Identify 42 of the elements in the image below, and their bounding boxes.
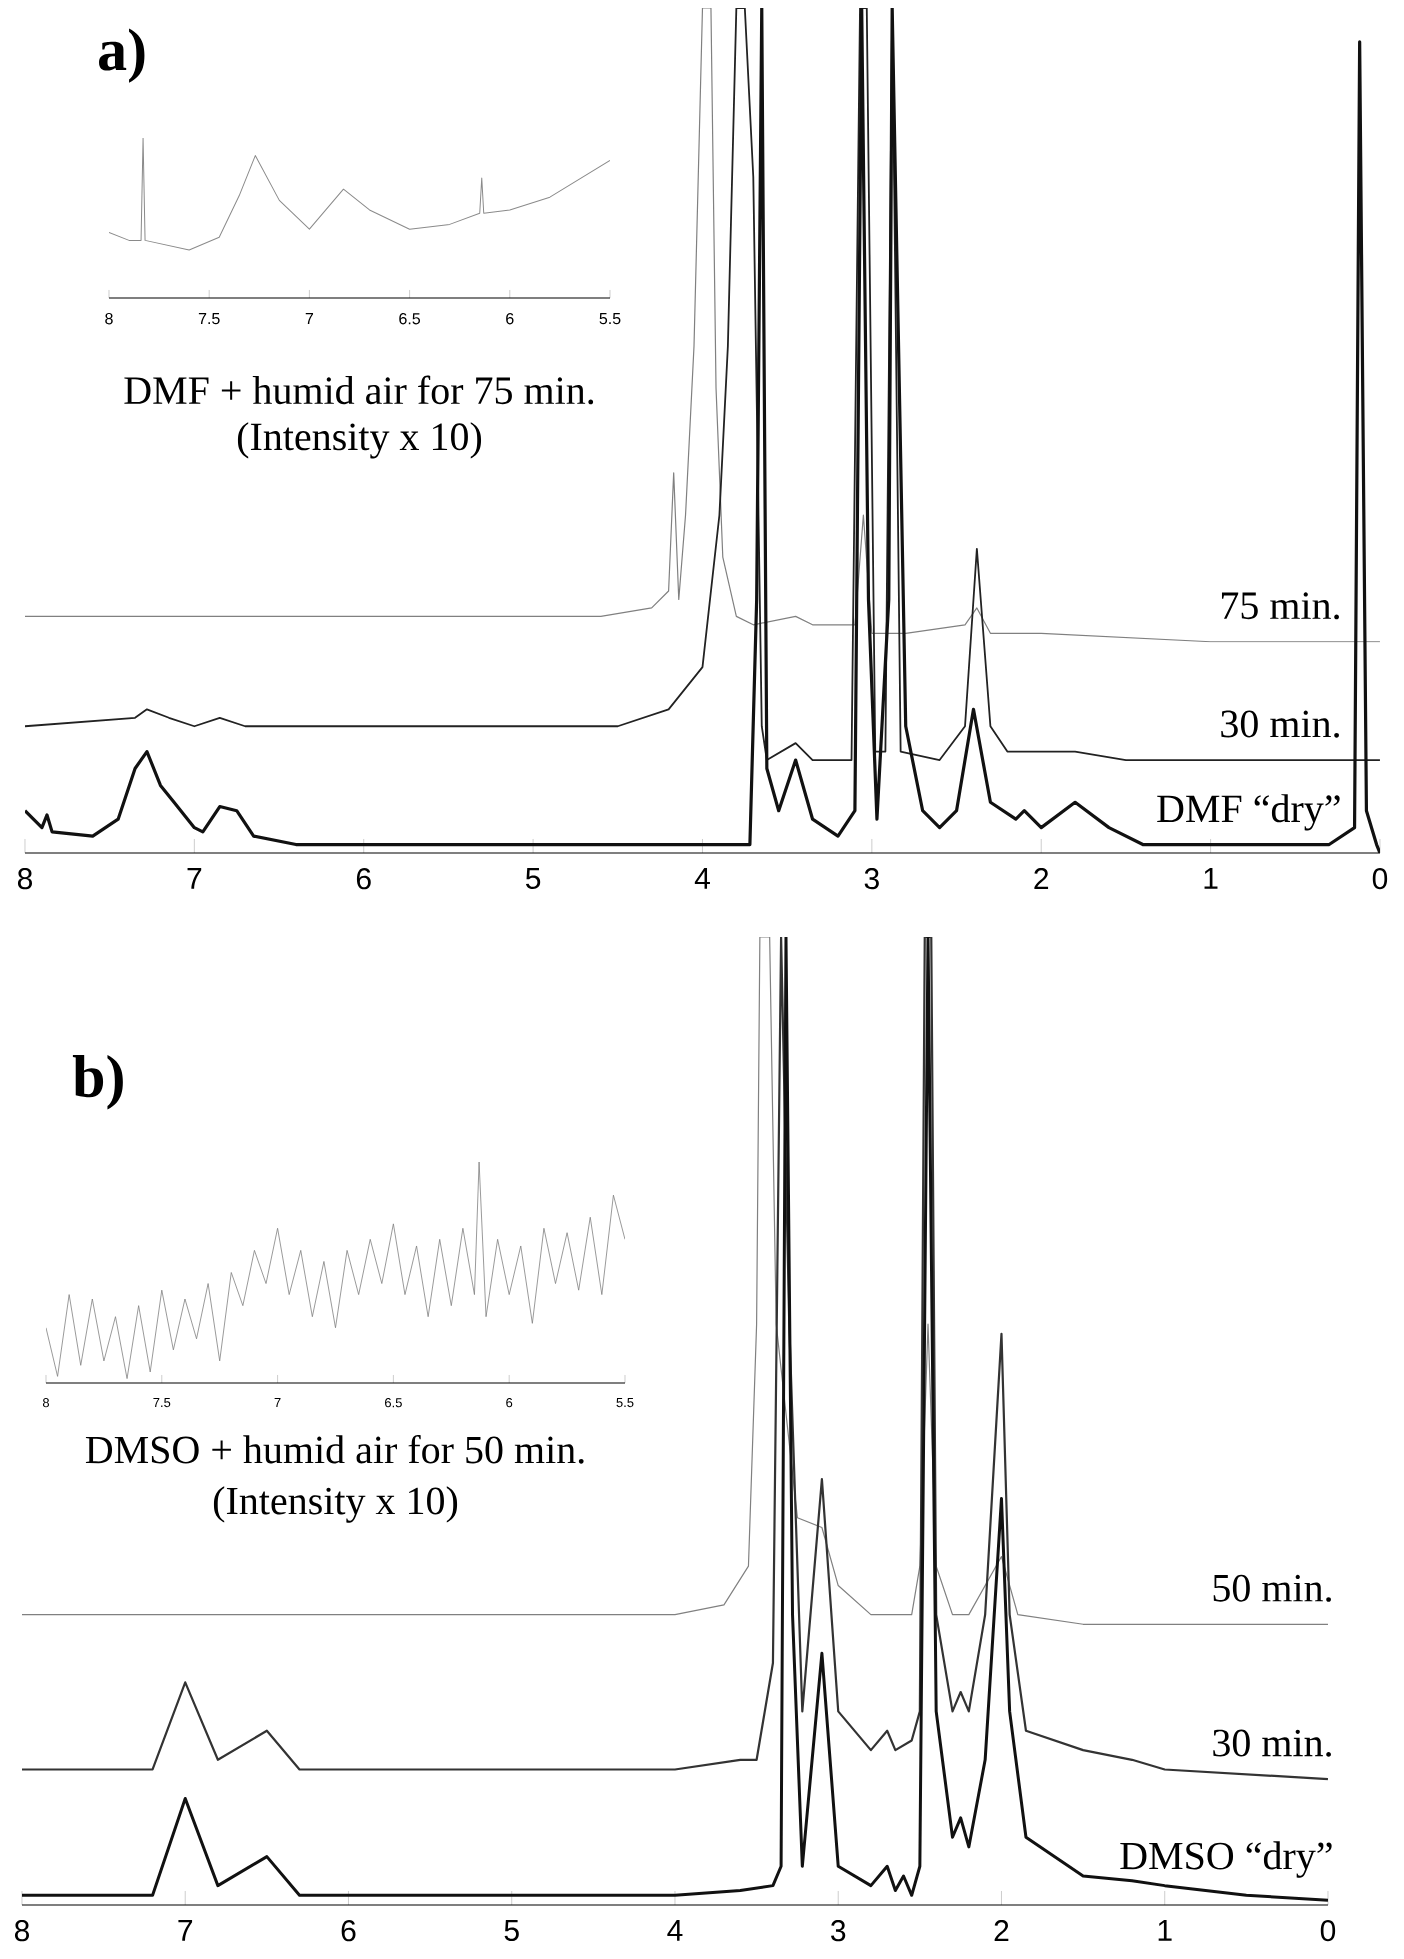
annotation: (Intensity x 10) bbox=[213, 1486, 458, 1523]
series-label: DMF “dry” bbox=[1157, 794, 1340, 831]
x-tick-label: 8 bbox=[17, 868, 33, 890]
x-tick-label: 4 bbox=[694, 868, 710, 889]
x-tick-label: 7.5 bbox=[198, 313, 220, 325]
x-tick-label: 6 bbox=[341, 1920, 356, 1942]
chart-title: a) bbox=[99, 28, 145, 83]
x-tick-label: 1 bbox=[1204, 868, 1218, 889]
series-label: 75 min. bbox=[1221, 592, 1339, 620]
x-tick-label: 3 bbox=[831, 1920, 846, 1942]
x-tick-label: 5.5 bbox=[616, 1398, 634, 1408]
x-tick-label: 4 bbox=[667, 1920, 683, 1941]
x-tick-label: 0 bbox=[1372, 868, 1388, 890]
x-tick-label: 8 bbox=[42, 1398, 50, 1408]
x-tick-label: 7 bbox=[274, 1398, 281, 1407]
x-tick-label: 8 bbox=[105, 313, 113, 325]
x-tick-label: 6 bbox=[506, 313, 514, 325]
series-label: 30 min. bbox=[1213, 1729, 1331, 1757]
x-tick-label: 5 bbox=[525, 868, 541, 889]
x-axis-title: DMF + humid air for 75 min. bbox=[124, 375, 594, 405]
text: b) bbox=[72, 1055, 123, 1110]
x-tick-label: 6.5 bbox=[399, 313, 421, 325]
series-label: 30 min. bbox=[1221, 710, 1339, 738]
series-label: DMSO “dry” bbox=[1120, 1841, 1332, 1878]
x-tick-label: 7 bbox=[187, 868, 202, 889]
x-tick-label: 8 bbox=[14, 1920, 30, 1942]
x-tick-label: 1 bbox=[1158, 1920, 1172, 1941]
series-label: 50 min. bbox=[1213, 1574, 1331, 1602]
x-tick-label: 7.5 bbox=[153, 1398, 171, 1408]
x-tick-label: 7 bbox=[305, 313, 314, 325]
x-tick-label: 5 bbox=[504, 1920, 519, 1941]
x-tick-label: 6 bbox=[506, 1398, 513, 1408]
x-tick-label: 0 bbox=[1320, 1920, 1336, 1942]
x-tick-label: 6 bbox=[356, 868, 371, 890]
x-tick-label: 3 bbox=[864, 868, 879, 890]
x-tick-label: 7 bbox=[178, 1920, 193, 1941]
x-tick-label: 6.5 bbox=[385, 1398, 402, 1408]
annotation: (Intensity x 10) bbox=[237, 422, 482, 459]
x-tick-label: 2 bbox=[994, 1920, 1009, 1942]
x-tick-label: 5.5 bbox=[599, 313, 621, 325]
x-tick-label: 2 bbox=[1034, 868, 1049, 889]
x-axis-title: DMSO + humid air for 50 min. bbox=[85, 1434, 584, 1464]
